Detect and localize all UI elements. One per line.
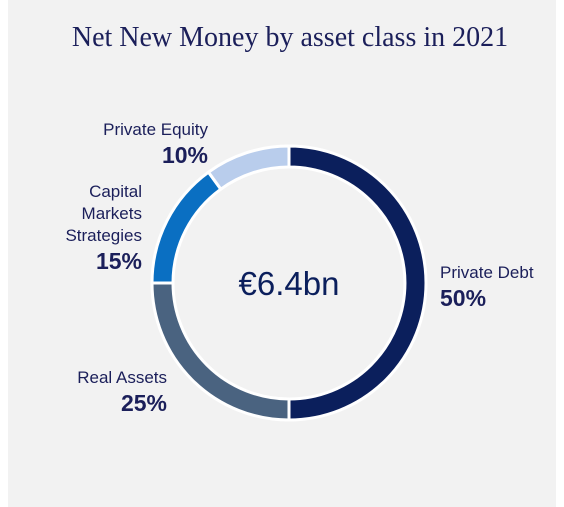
- category-name: Capital Markets Strategies: [65, 182, 142, 245]
- category-label: Private Equity 10%: [40, 119, 208, 169]
- donut-segment: [150, 170, 223, 285]
- percent-label: 25%: [120, 390, 167, 416]
- center-label: €6.4bn: [239, 265, 340, 302]
- percent-label: 50%: [440, 285, 487, 311]
- category-label: Capital Markets Strategies 15%: [40, 181, 142, 275]
- category-name: Private Equity: [103, 120, 208, 139]
- donut-segment: [206, 144, 291, 192]
- chart-title: Net New Money by asset class in 2021: [72, 22, 508, 53]
- percent-label: 15%: [95, 248, 142, 274]
- donut-segment: [150, 281, 291, 422]
- category-name: Private Debt: [440, 263, 534, 282]
- panel: [8, 0, 556, 507]
- category-name: Real Assets: [77, 368, 167, 387]
- category-label: Private Debt 50%: [440, 262, 560, 312]
- percent-label: 10%: [161, 142, 208, 168]
- category-label: Real Assets 25%: [30, 367, 167, 417]
